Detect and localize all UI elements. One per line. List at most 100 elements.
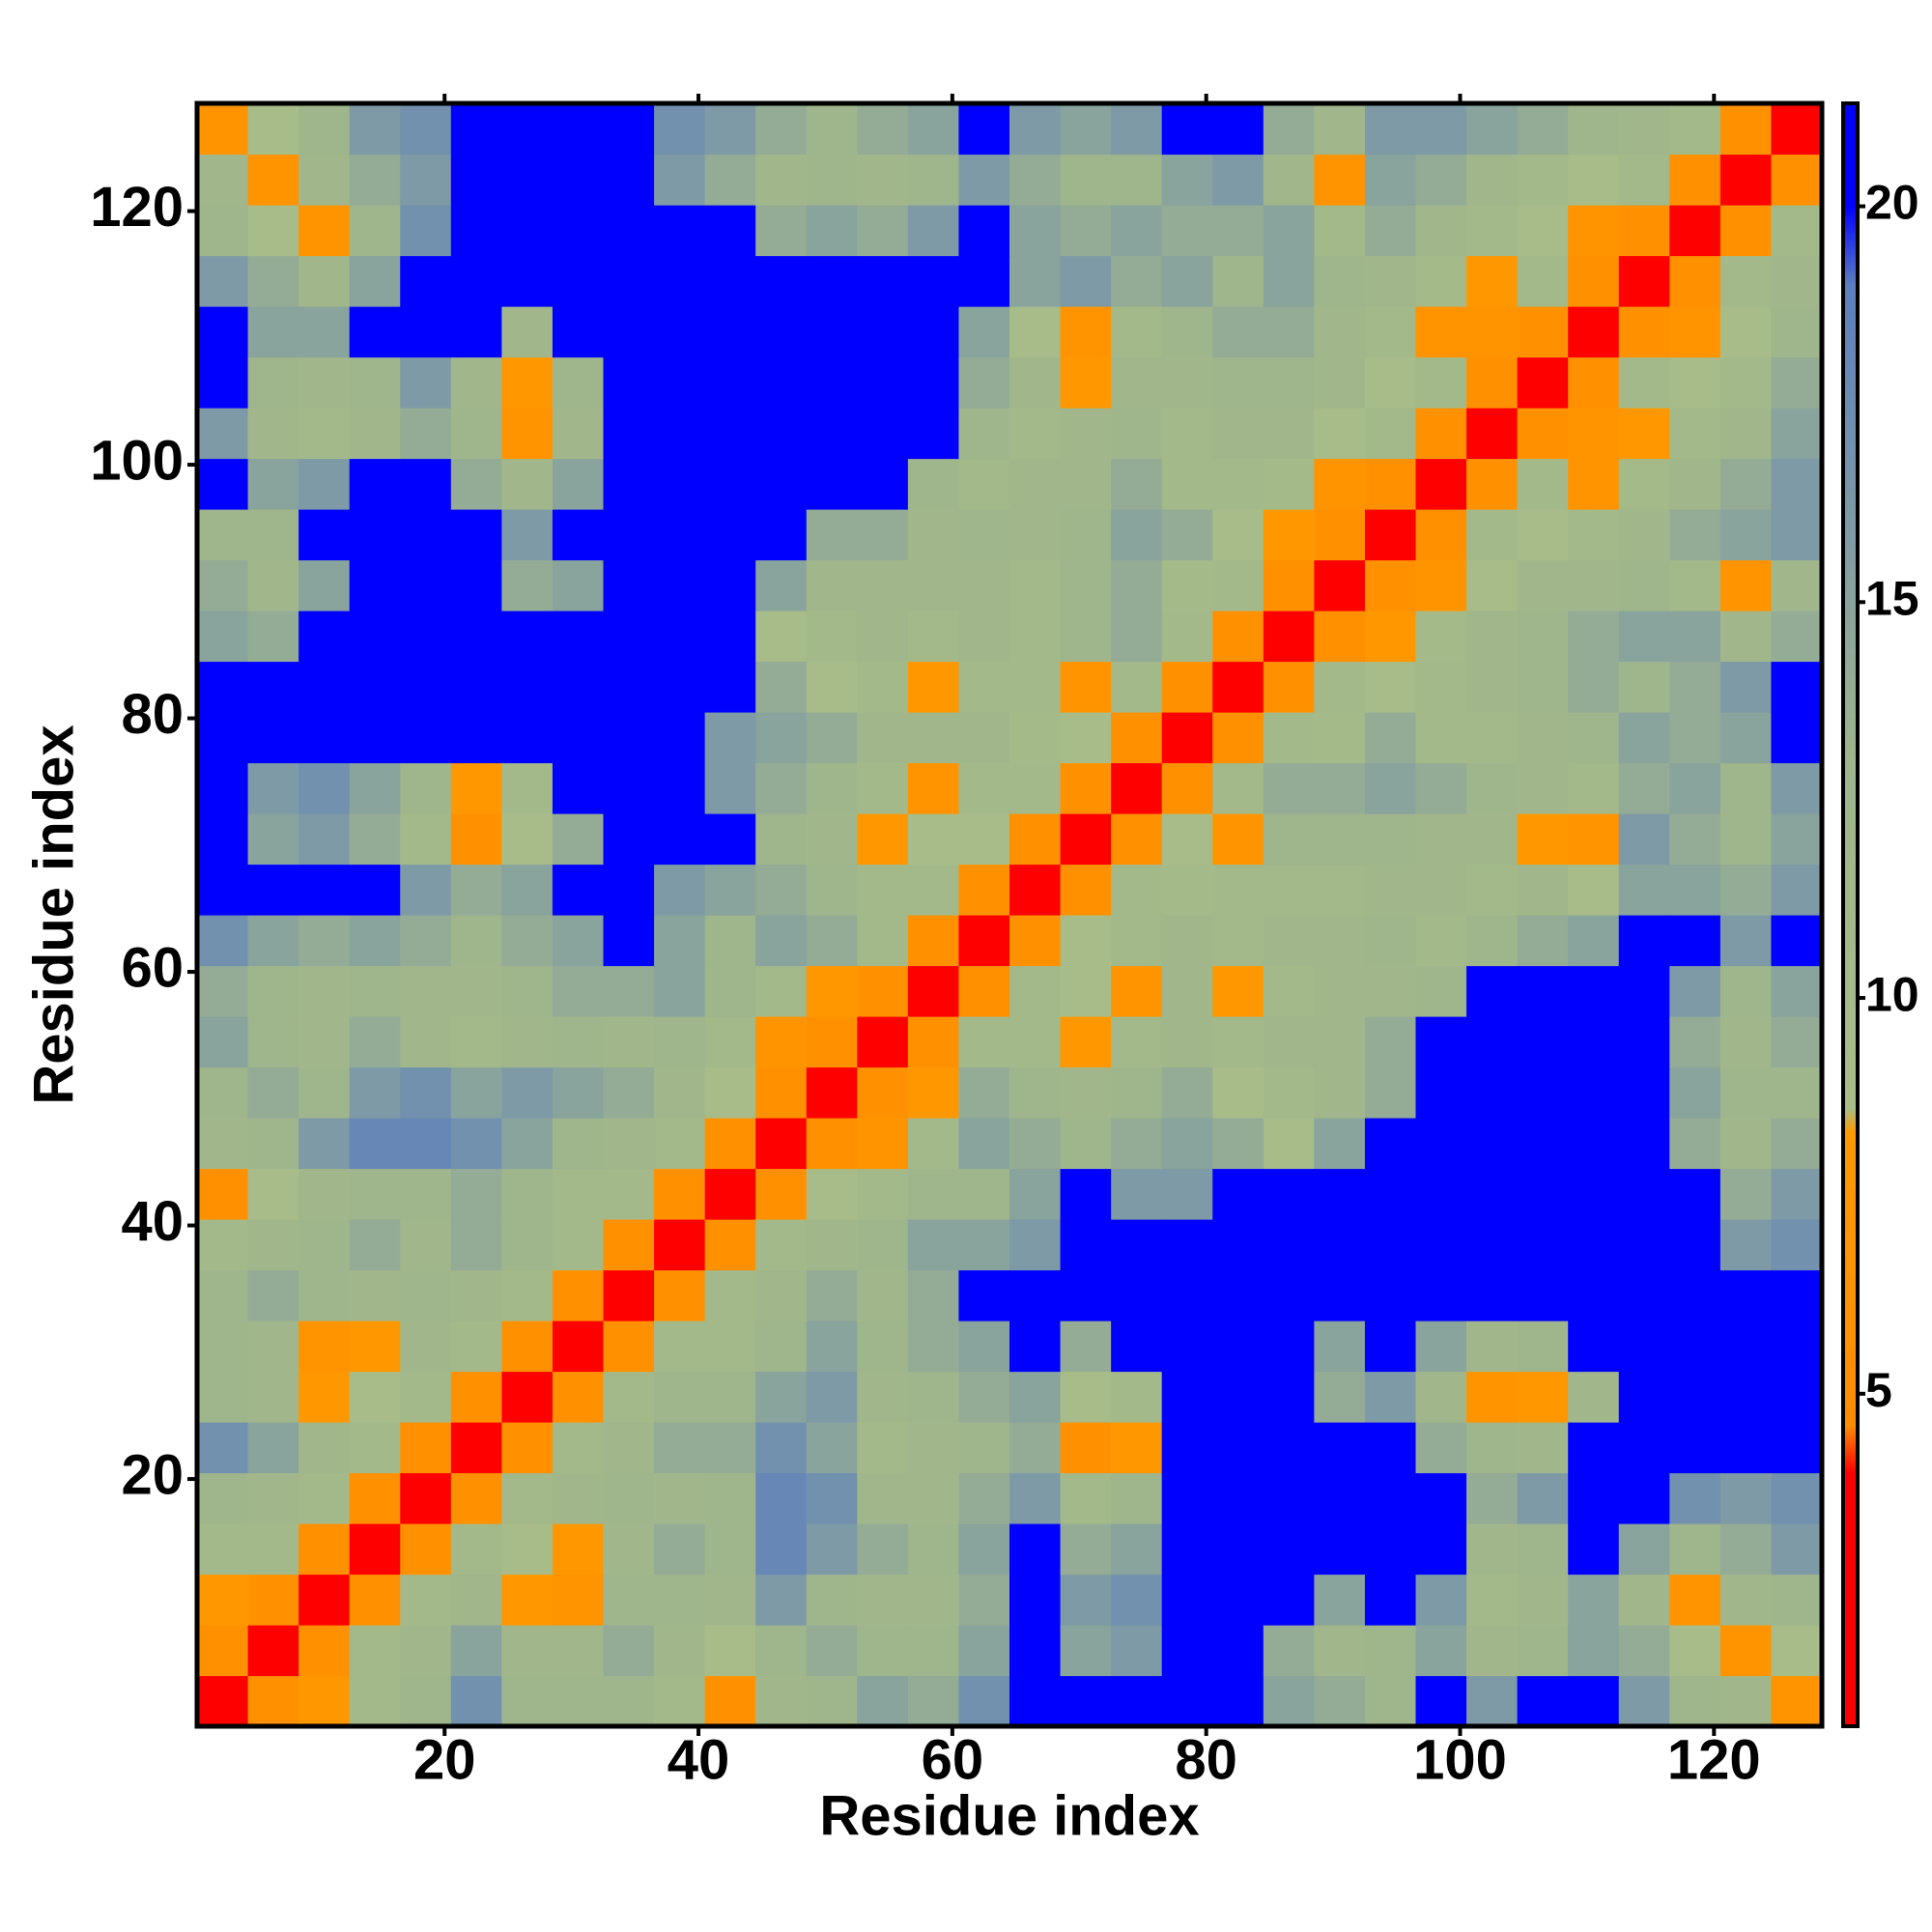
heatmap-cell xyxy=(247,1066,299,1119)
heatmap-cell xyxy=(1771,1321,1823,1373)
heatmap-cell xyxy=(298,103,351,156)
heatmap-cell xyxy=(704,864,756,916)
heatmap-cell xyxy=(704,103,756,156)
heatmap-cell xyxy=(1263,611,1315,663)
y-axis-label: Residue index xyxy=(22,724,85,1104)
heatmap-cell xyxy=(247,306,299,358)
heatmap-cell xyxy=(1060,661,1112,713)
heatmap-cell xyxy=(907,1574,960,1626)
heatmap-cell xyxy=(958,1625,1010,1677)
heatmap-cell xyxy=(907,1219,960,1271)
heatmap-cell xyxy=(400,965,452,1017)
heatmap-cell xyxy=(1415,1371,1467,1423)
heatmap-cell xyxy=(1364,255,1417,307)
heatmap-cell xyxy=(907,408,960,460)
heatmap-cell xyxy=(806,661,858,713)
heatmap-cell xyxy=(1161,813,1213,866)
colorbar xyxy=(1841,101,1860,1728)
heatmap-cell xyxy=(1568,1574,1620,1626)
heatmap-cell xyxy=(1669,813,1721,866)
heatmap-cell xyxy=(298,1472,351,1524)
heatmap-cell xyxy=(501,255,554,307)
heatmap-cell xyxy=(704,1523,756,1576)
heatmap-cell xyxy=(1669,458,1721,510)
heatmap-cell xyxy=(247,1016,299,1068)
heatmap-cell xyxy=(1771,1371,1823,1423)
heatmap-cell xyxy=(1009,509,1062,561)
heatmap-cell xyxy=(704,915,756,967)
x-tick-label: 20 xyxy=(413,1728,476,1791)
heatmap-cell xyxy=(958,1371,1010,1423)
heatmap-cell xyxy=(1060,1472,1112,1524)
heatmap-cell xyxy=(857,611,909,663)
heatmap-cell xyxy=(704,559,756,611)
heatmap-cell xyxy=(1364,762,1417,814)
heatmap-cell xyxy=(857,205,909,257)
heatmap-cell xyxy=(349,1574,401,1626)
heatmap-cell xyxy=(1517,1625,1569,1677)
heatmap-cell xyxy=(958,1016,1010,1068)
heatmap-cell xyxy=(1415,712,1467,764)
heatmap-cell xyxy=(958,813,1010,866)
heatmap-cell xyxy=(1415,1422,1467,1474)
heatmap-cell xyxy=(1009,1422,1062,1474)
heatmap-cell xyxy=(1364,306,1417,358)
heatmap-cell xyxy=(1111,1371,1163,1423)
heatmap-cell xyxy=(1212,1118,1264,1170)
heatmap-cell xyxy=(197,306,249,358)
heatmap-cell xyxy=(247,559,299,611)
heatmap-cell xyxy=(1771,864,1823,916)
heatmap-cell xyxy=(1568,509,1620,561)
heatmap-cell xyxy=(1009,965,1062,1017)
heatmap-cell xyxy=(1568,813,1620,866)
heatmap-cell xyxy=(1669,1269,1721,1321)
heatmap-cell xyxy=(1314,1574,1366,1626)
heatmap-cell xyxy=(704,1118,756,1170)
heatmap-cell xyxy=(1212,661,1264,713)
heatmap-cell xyxy=(197,103,249,156)
heatmap-cell xyxy=(247,1269,299,1321)
heatmap-cell xyxy=(450,813,502,866)
heatmap-cell xyxy=(298,1574,351,1626)
heatmap-cell xyxy=(450,1625,502,1677)
heatmap-cell xyxy=(298,408,351,460)
heatmap-cell xyxy=(958,408,1010,460)
heatmap-cell xyxy=(857,712,909,764)
heatmap-cell xyxy=(603,1321,655,1373)
heatmap-cell xyxy=(1364,864,1417,916)
heatmap-cell xyxy=(1161,1066,1213,1119)
heatmap-cell xyxy=(1364,1118,1417,1170)
heatmap-cell xyxy=(1060,1168,1112,1220)
heatmap-cell xyxy=(1466,1422,1519,1474)
heatmap-cell xyxy=(907,1321,960,1373)
heatmap-cell xyxy=(1618,1574,1670,1626)
heatmap-cell xyxy=(1466,1675,1519,1727)
heatmap-cell xyxy=(1771,255,1823,307)
heatmap-cell xyxy=(1415,103,1467,156)
heatmap-cell xyxy=(1669,154,1721,206)
heatmap-cell xyxy=(450,458,502,510)
heatmap-cell xyxy=(806,813,858,866)
heatmap-cell xyxy=(1568,1675,1620,1727)
heatmap-cell xyxy=(958,306,1010,358)
heatmap-cell xyxy=(1161,1321,1213,1373)
heatmap-cell xyxy=(1669,1574,1721,1626)
heatmap-cell xyxy=(1009,103,1062,156)
heatmap-cell xyxy=(857,306,909,358)
heatmap-cell xyxy=(1212,255,1264,307)
heatmap-cell xyxy=(501,1321,554,1373)
heatmap-cell xyxy=(1212,1016,1264,1068)
heatmap-cell xyxy=(1263,1321,1315,1373)
heatmap-cell xyxy=(1263,915,1315,967)
y-tick-label: 80 xyxy=(121,683,184,746)
heatmap-cell xyxy=(1111,408,1163,460)
heatmap-cell xyxy=(1009,1472,1062,1524)
heatmap-cell xyxy=(400,306,452,358)
heatmap-cell xyxy=(1161,154,1213,206)
heatmap-cell xyxy=(400,1625,452,1677)
heatmap-cell xyxy=(755,661,808,713)
heatmap-cell xyxy=(1060,1625,1112,1677)
heatmap-cell xyxy=(400,611,452,663)
heatmap-cell xyxy=(958,1523,1010,1576)
heatmap-cell xyxy=(197,559,249,611)
